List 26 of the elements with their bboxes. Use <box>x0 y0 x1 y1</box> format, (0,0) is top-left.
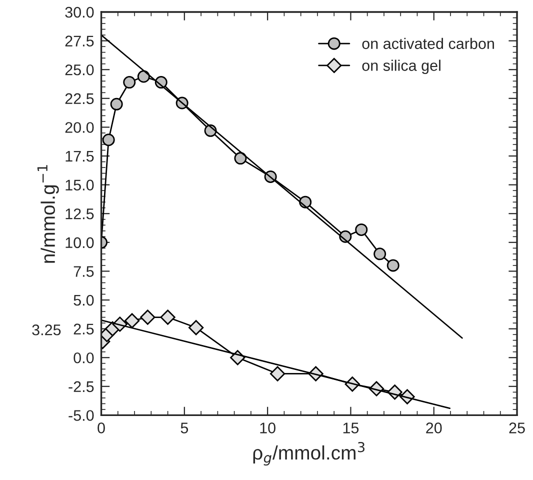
y-tick-label: 5.0 <box>74 294 94 306</box>
x-tick-label: 20 <box>426 422 442 434</box>
y-tick-label: 27.5 <box>65 36 94 46</box>
y-tick-label: 30.0 <box>65 6 94 18</box>
x-axis-title: ρ$_{g}$/mmol.cm$^{3}$ <box>253 442 364 466</box>
x-tick-label: 0 <box>98 422 105 434</box>
y-tick-label: 25.0 <box>65 64 94 76</box>
x-tick-label: 10 <box>260 422 276 434</box>
legend-label: on silica gel <box>362 60 440 74</box>
y-tick-label: 12.5 <box>66 208 94 220</box>
y-tick-label: 20.0 <box>65 122 94 133</box>
y-tick-label: 15.0 <box>66 180 94 190</box>
x-tick-label: 25 <box>509 422 525 434</box>
y-axis-title: n/mmol.g$^{−1}$ <box>37 165 59 263</box>
text: 3.25 <box>32 324 61 336</box>
y-tick-label: 2.5 <box>74 324 94 334</box>
y-tick-label: -5.0 <box>68 410 94 421</box>
y-tick-label: 22.5 <box>65 93 94 104</box>
y-tick-label: 0.0 <box>74 352 94 364</box>
x-tick-label: 5 <box>180 422 188 434</box>
legend-label: on activated carbon <box>362 38 494 50</box>
y-tick-label: 10.0 <box>66 237 94 248</box>
x-tick-label: 15 <box>343 422 359 434</box>
y-tick-label: -2.5 <box>68 381 94 392</box>
y-tick-label: 17.5 <box>66 151 94 162</box>
y-tick-label: 7.5 <box>74 266 94 277</box>
